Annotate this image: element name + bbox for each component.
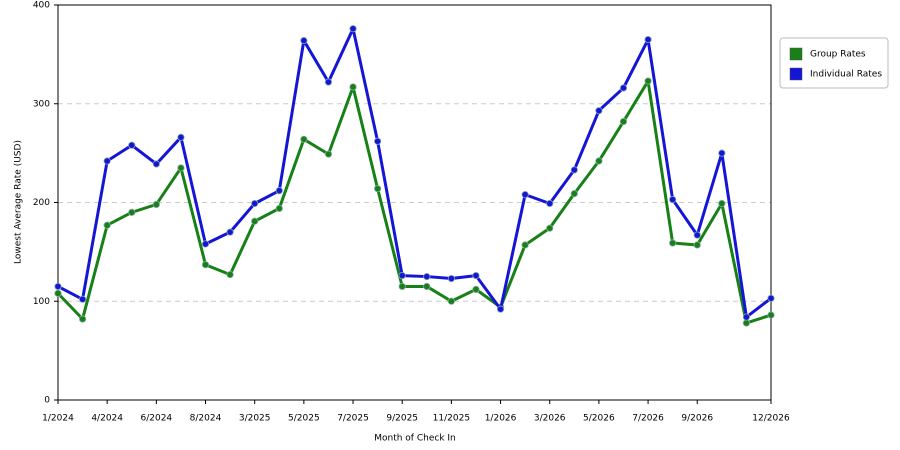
data-point (521, 191, 529, 199)
data-point (324, 78, 333, 86)
data-point (398, 271, 406, 280)
data-point (718, 199, 726, 208)
y-tick-label: 0 (44, 396, 50, 406)
data-point (103, 221, 111, 229)
data-point (324, 150, 333, 158)
data-point (128, 141, 136, 149)
x-tick-label: 3/2026 (534, 414, 566, 424)
data-point (742, 319, 751, 327)
legend-swatch (789, 47, 803, 61)
x-tick-label: 7/2026 (632, 414, 664, 424)
data-point (226, 228, 234, 236)
series-line (57, 27, 772, 319)
series-line (56, 79, 772, 325)
data-point (300, 135, 308, 143)
data-point (693, 241, 701, 249)
legend-box (779, 37, 889, 89)
data-point (103, 157, 111, 165)
y-tick-label: 100 (33, 297, 50, 307)
data-point (447, 274, 455, 283)
data-point (374, 137, 382, 145)
data-point (201, 261, 210, 269)
legend-swatch (789, 67, 803, 81)
data-point (300, 36, 308, 45)
data-point (152, 160, 160, 168)
legend-label: Group Rates (810, 50, 866, 60)
data-point (619, 117, 628, 126)
data-point (275, 187, 283, 195)
data-point (423, 272, 431, 281)
data-point (644, 77, 652, 85)
data-point (398, 282, 406, 291)
data-point (570, 190, 578, 198)
x-tick-label: 3/2025 (239, 414, 271, 424)
data-point (521, 241, 529, 249)
data-point (177, 133, 185, 141)
data-point (546, 224, 554, 232)
data-point (693, 231, 701, 239)
x-tick-label: 8/2024 (190, 414, 222, 424)
data-point (472, 271, 480, 280)
x-tick-label: 11/2025 (433, 414, 470, 424)
x-tick-label: 9/2025 (386, 414, 418, 424)
data-point (251, 199, 259, 208)
x-tick-label: 12/2026 (752, 414, 790, 424)
data-point (767, 311, 775, 319)
data-point (472, 285, 480, 293)
data-point (349, 25, 357, 33)
y-axis-label: Lowest Average Rate (USD) (14, 140, 24, 264)
data-point (570, 166, 578, 174)
x-tick-label: 5/2026 (583, 414, 615, 424)
y-tick-label: 200 (33, 198, 50, 208)
data-point (595, 157, 603, 165)
x-tick-label: 1/2026 (485, 414, 517, 424)
data-point (546, 199, 554, 208)
legend: Group Rates Individual Rates (779, 37, 889, 89)
y-tick-label: 300 (33, 99, 50, 109)
data-point (742, 313, 751, 321)
data-point (644, 35, 652, 44)
data-point (128, 208, 136, 216)
data-point (152, 200, 160, 209)
data-point (669, 239, 677, 247)
data-point (177, 164, 185, 172)
x-tick-label: 6/2024 (141, 414, 173, 424)
x-axis-label: Month of Check In (374, 434, 456, 444)
data-point (54, 289, 62, 297)
data-point (78, 315, 87, 323)
data-point (496, 305, 505, 313)
data-point (669, 195, 677, 204)
data-point (54, 282, 62, 291)
data-point (226, 270, 234, 279)
data-point (619, 84, 628, 92)
x-tick-label: 1/2024 (42, 414, 74, 424)
data-point (78, 295, 87, 303)
x-tick-label: 4/2024 (91, 414, 123, 424)
data-point (595, 107, 603, 115)
x-tick-label: 9/2026 (681, 414, 713, 424)
data-point (251, 217, 259, 225)
data-point (374, 185, 382, 193)
x-tick-label: 7/2025 (337, 414, 369, 424)
data-point (201, 240, 210, 248)
plot-frame (57, 4, 772, 401)
data-point (275, 204, 283, 213)
data-point (718, 149, 726, 157)
data-point (349, 83, 357, 91)
data-point (423, 282, 431, 291)
x-tick-label: 5/2025 (288, 414, 320, 424)
data-point (767, 294, 775, 302)
data-point (447, 297, 455, 305)
y-tick-label: 400 (33, 1, 50, 11)
legend-label: Individual Rates (810, 70, 882, 80)
